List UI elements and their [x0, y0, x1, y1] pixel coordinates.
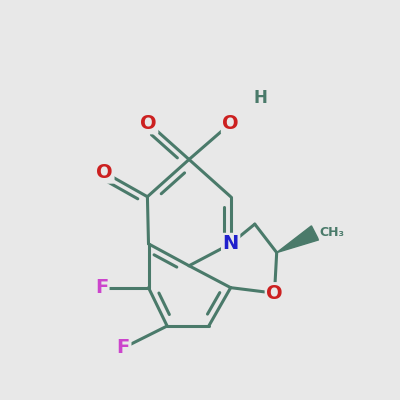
Text: O: O	[222, 114, 239, 133]
Text: CH₃: CH₃	[320, 226, 344, 239]
Text: O: O	[266, 284, 283, 303]
Text: F: F	[95, 278, 108, 297]
Text: H: H	[253, 89, 267, 107]
Text: F: F	[117, 338, 130, 358]
Polygon shape	[277, 226, 319, 252]
Text: O: O	[140, 114, 157, 133]
Text: N: N	[222, 234, 239, 253]
Text: O: O	[96, 163, 113, 182]
